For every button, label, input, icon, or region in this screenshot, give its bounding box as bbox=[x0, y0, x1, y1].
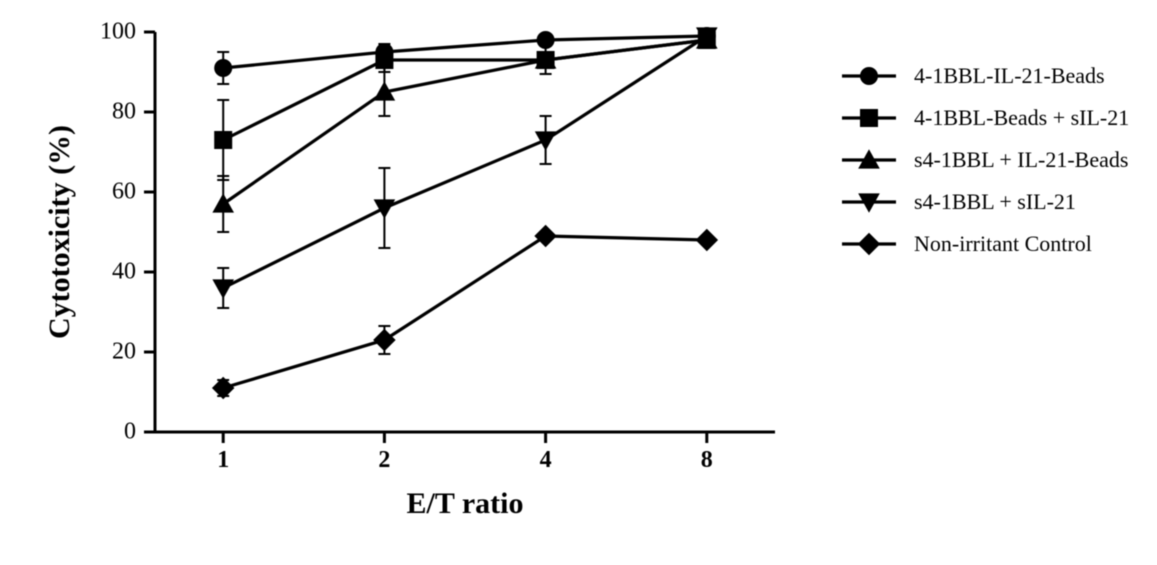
legend-swatch bbox=[840, 223, 898, 265]
series5 bbox=[212, 225, 718, 400]
legend-item: Non-irritant Control bbox=[840, 223, 1129, 265]
series4 bbox=[212, 27, 717, 308]
y-tick-label: 80 bbox=[0, 99, 136, 126]
legend-label: Non-irritant Control bbox=[914, 231, 1092, 257]
y-axis-title: Cytotoxicity (%) bbox=[43, 125, 77, 339]
page: { "chart": { "type": "line", "canvas": {… bbox=[0, 0, 1157, 565]
legend-swatch bbox=[840, 139, 898, 181]
x-axis-title: E/T ratio bbox=[407, 487, 524, 521]
x-tick-label: 8 bbox=[701, 447, 713, 474]
x-tick-label: 4 bbox=[540, 447, 552, 474]
legend-item: s4-1BBL + IL-21-Beads bbox=[840, 139, 1129, 181]
legend-label: s4-1BBL + sIL-21 bbox=[914, 189, 1076, 215]
legend-item: 4-1BBL-Beads + sIL-21 bbox=[840, 97, 1129, 139]
legend-swatch bbox=[840, 97, 898, 139]
legend-label: 4-1BBL-Beads + sIL-21 bbox=[914, 105, 1129, 131]
plot-area: 0204060801001248 bbox=[155, 32, 775, 432]
y-tick-label: 20 bbox=[0, 339, 136, 366]
legend-item: s4-1BBL + sIL-21 bbox=[840, 181, 1129, 223]
y-tick-label: 0 bbox=[0, 419, 136, 446]
x-tick-label: 2 bbox=[378, 447, 390, 474]
y-tick-label: 100 bbox=[0, 19, 136, 46]
legend: 4-1BBL-IL-21-Beads 4-1BBL-Beads + sIL-21 s… bbox=[840, 55, 1129, 265]
legend-swatch bbox=[840, 55, 898, 97]
legend-swatch bbox=[840, 181, 898, 223]
legend-item: 4-1BBL-IL-21-Beads bbox=[840, 55, 1129, 97]
x-tick-label: 1 bbox=[217, 447, 229, 474]
legend-label: s4-1BBL + IL-21-Beads bbox=[914, 147, 1128, 173]
chart-svg bbox=[155, 32, 775, 432]
legend-label: 4-1BBL-IL-21-Beads bbox=[914, 63, 1105, 89]
